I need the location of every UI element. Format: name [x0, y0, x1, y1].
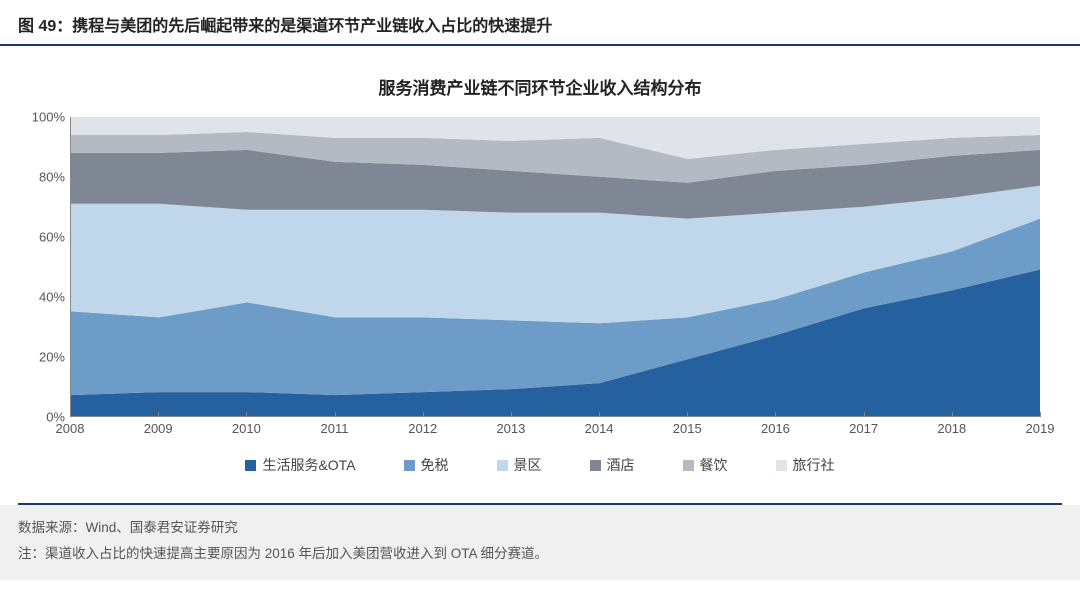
- x-tick-mark: [599, 412, 600, 417]
- plot-area: [70, 117, 1040, 417]
- x-tick-mark: [511, 412, 512, 417]
- legend-item: 免税: [404, 455, 449, 475]
- footnote: 注：渠道收入占比的快速提高主要原因为 2016 年后加入美团营收进入到 OTA …: [18, 541, 1062, 567]
- x-tick: 2008: [56, 421, 85, 436]
- legend-swatch: [776, 460, 787, 471]
- legend-item: 餐饮: [683, 455, 728, 475]
- figure-header: 图 49：携程与美团的先后崛起带来的是渠道环节产业链收入占比的快速提升: [0, 0, 1080, 46]
- legend-swatch: [245, 460, 256, 471]
- x-tick: 2019: [1026, 421, 1055, 436]
- x-tick-mark: [335, 412, 336, 417]
- x-tick: 2013: [496, 421, 525, 436]
- legend-label: 旅行社: [793, 455, 835, 475]
- legend-label: 生活服务&OTA: [262, 455, 355, 475]
- data-source: 数据来源：Wind、国泰君安证券研究: [18, 515, 1062, 541]
- x-tick: 2009: [144, 421, 173, 436]
- legend-item: 景区: [497, 455, 542, 475]
- x-tick: 2016: [761, 421, 790, 436]
- legend-item: 生活服务&OTA: [245, 455, 355, 475]
- chart-area: 0%20%40%60%80%100% 200820092010201120122…: [70, 117, 1040, 437]
- x-tick: 2017: [849, 421, 878, 436]
- x-tick-mark: [864, 412, 865, 417]
- y-tick: 100%: [20, 110, 65, 125]
- y-tick: 40%: [20, 290, 65, 305]
- x-tick: 2014: [585, 421, 614, 436]
- legend-label: 酒店: [607, 455, 635, 475]
- x-axis: 2008200920102011201220132014201520162017…: [70, 417, 1040, 439]
- y-tick: 60%: [20, 230, 65, 245]
- stacked-area-svg: [71, 117, 1040, 416]
- legend: 生活服务&OTA 免税 景区 酒店 餐饮 旅行社: [0, 455, 1080, 475]
- legend-label: 景区: [514, 455, 542, 475]
- footer: 数据来源：Wind、国泰君安证券研究 注：渠道收入占比的快速提高主要原因为 20…: [0, 505, 1080, 580]
- legend-swatch: [404, 460, 415, 471]
- y-tick: 80%: [20, 170, 65, 185]
- figure-label: 图 49：携程与美团的先后崛起带来的是渠道环节产业链收入占比的快速提升: [18, 18, 552, 35]
- x-tick: 2011: [321, 421, 349, 436]
- y-tick: 20%: [20, 350, 65, 365]
- x-tick-mark: [775, 412, 776, 417]
- x-tick: 2010: [232, 421, 261, 436]
- legend-swatch: [497, 460, 508, 471]
- x-tick-mark: [952, 412, 953, 417]
- x-tick-mark: [423, 412, 424, 417]
- legend-label: 餐饮: [700, 455, 728, 475]
- legend-item: 旅行社: [776, 455, 835, 475]
- x-tick-mark: [687, 412, 688, 417]
- x-tick-mark: [158, 412, 159, 417]
- legend-label: 免税: [421, 455, 449, 475]
- x-tick-mark: [1040, 412, 1041, 417]
- y-axis: 0%20%40%60%80%100%: [20, 117, 65, 417]
- x-tick-mark: [70, 412, 71, 417]
- chart-title: 服务消费产业链不同环节企业收入结构分布: [0, 74, 1080, 99]
- x-tick: 2012: [408, 421, 437, 436]
- legend-item: 酒店: [590, 455, 635, 475]
- legend-swatch: [683, 460, 694, 471]
- x-tick: 2018: [937, 421, 966, 436]
- x-tick: 2015: [673, 421, 702, 436]
- x-tick-mark: [246, 412, 247, 417]
- legend-swatch: [590, 460, 601, 471]
